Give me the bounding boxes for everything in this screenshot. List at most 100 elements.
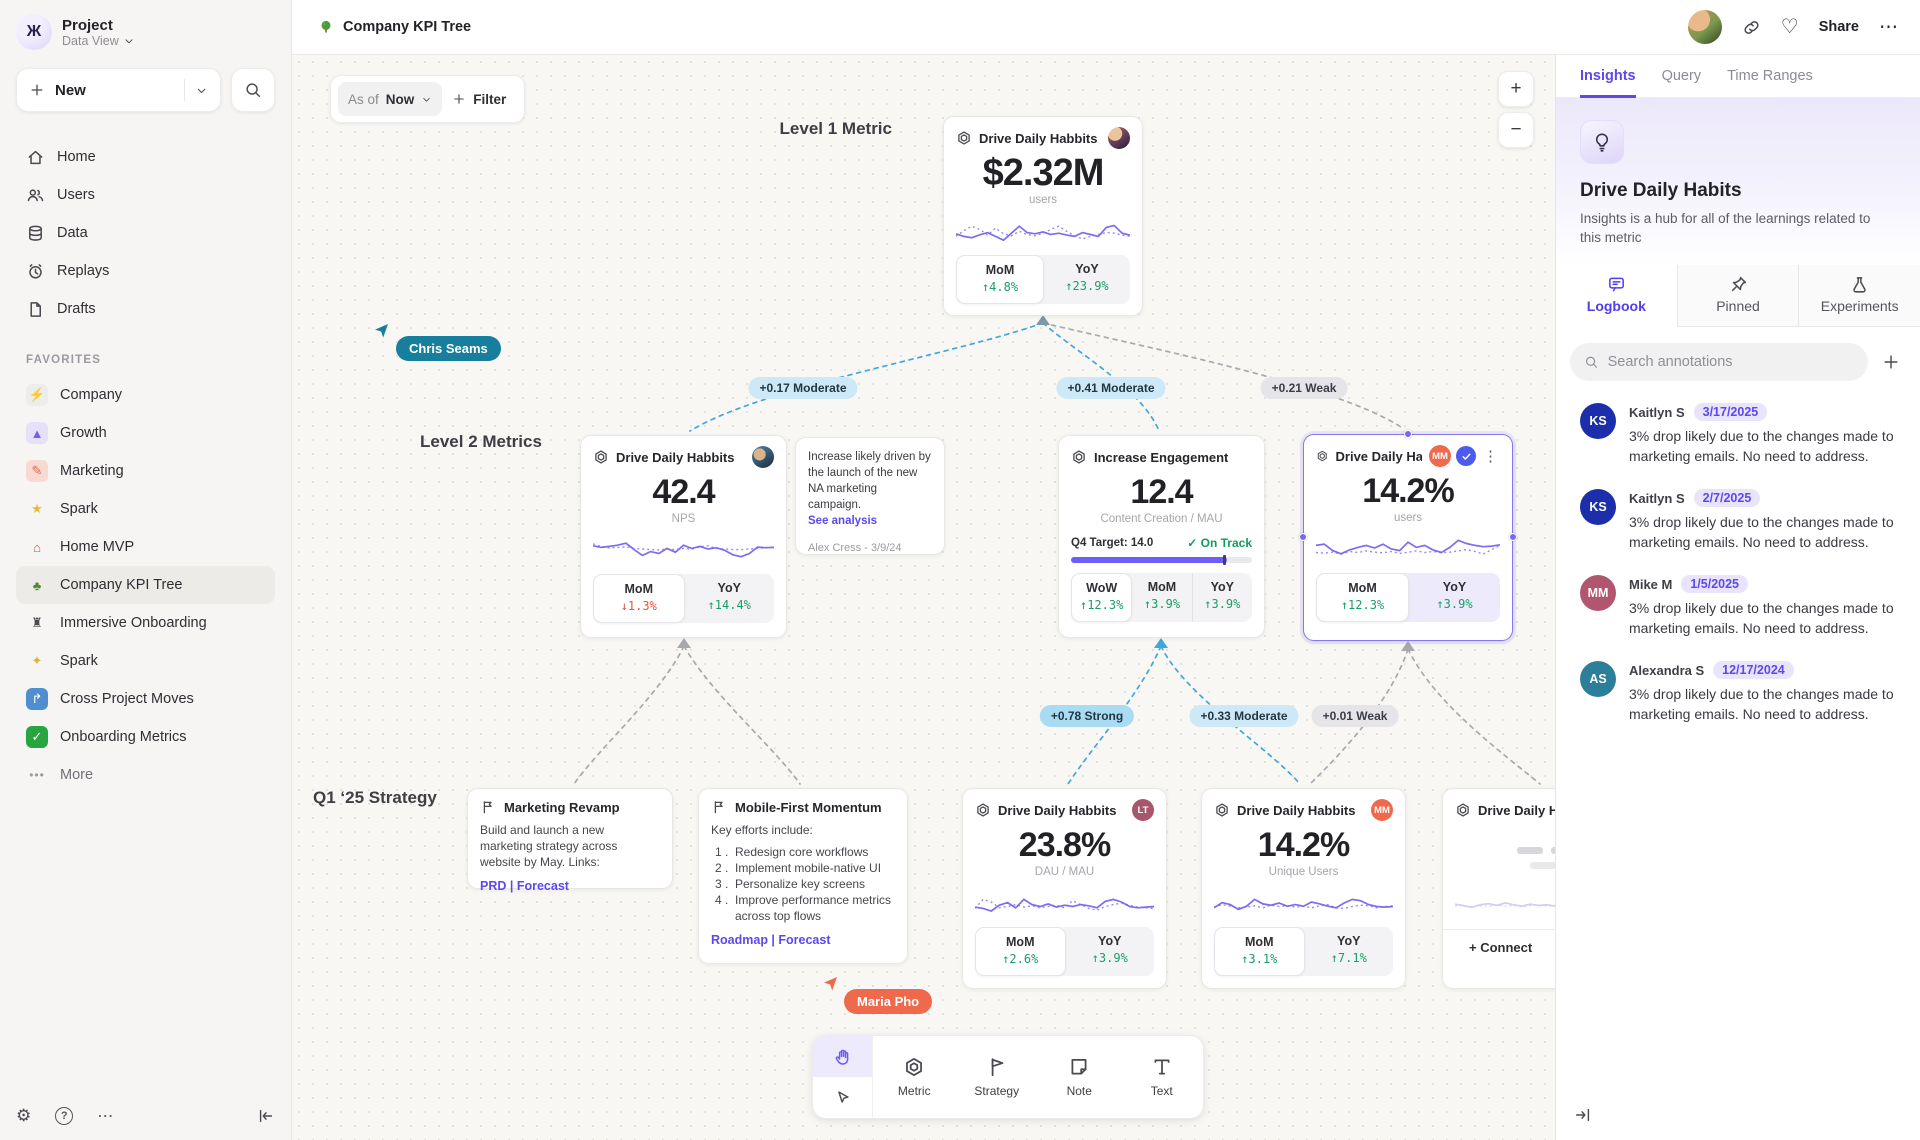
sidebar-item-immersive-onboarding[interactable]: ♜ Immersive Onboarding	[16, 604, 275, 642]
owner-badge[interactable]: LT	[1132, 799, 1154, 821]
lightning-icon: ⚡	[26, 384, 48, 406]
sidebar-item-home[interactable]: Home	[16, 138, 275, 176]
add-filter-button[interactable]: Filter	[448, 92, 510, 107]
sidebar-item-cross-project-moves[interactable]: ↱ Cross Project Moves	[16, 680, 275, 718]
strategy-links[interactable]: PRD | Forecast	[480, 879, 569, 893]
stat-yoy[interactable]: YoY ↑23.9%	[1065, 262, 1109, 293]
annotation-search-input[interactable]	[1607, 354, 1854, 370]
selection-handle[interactable]	[1509, 533, 1517, 541]
metric-card-nps[interactable]: Drive Daily Habbits 42.4 NPS MoM ↓1.3% Yo…	[580, 435, 787, 638]
connect-button[interactable]: + Connect	[1443, 929, 1555, 957]
note-tool[interactable]: Note	[1038, 1036, 1121, 1118]
owner-avatar[interactable]	[1108, 127, 1130, 149]
star-icon: ★	[31, 501, 43, 516]
as-of-dropdown[interactable]: As of Now	[338, 82, 443, 116]
chevron-down-icon[interactable]	[195, 84, 208, 97]
sidebar-item-onboarding-metrics[interactable]: ✓ Onboarding Metrics	[16, 718, 275, 756]
strategy-tool[interactable]: Strategy	[956, 1036, 1039, 1118]
more-options-icon[interactable]: ⋯	[97, 1108, 115, 1125]
owner-avatar[interactable]	[752, 446, 774, 468]
share-button[interactable]: Share	[1818, 19, 1859, 35]
metric-card-partial[interactable]: Drive Daily Habbits + Connect	[1442, 788, 1555, 989]
stat-yoy[interactable]: YoY ↑3.9%	[1191, 573, 1252, 622]
strategy-card-marketing-revamp[interactable]: Marketing Revamp Build and launch a new …	[467, 788, 673, 893]
annotation-item[interactable]: KS Kaitlyn S 3/17/2025 3% drop likely due…	[1580, 403, 1896, 466]
sidebar-item-home-mvp[interactable]: ⌂ Home MVP	[16, 528, 275, 566]
annotation-item[interactable]: MM Mike M 1/5/2025 3% drop likely due to …	[1580, 575, 1896, 638]
selection-handle[interactable]	[1404, 430, 1412, 438]
sidebar-item-data[interactable]: Data	[16, 214, 275, 252]
insights-panel: Insights Query Time Ranges Drive Daily H…	[1555, 55, 1920, 1140]
project-switcher[interactable]: Data View	[62, 34, 135, 48]
tab-pinned[interactable]: Pinned	[1676, 265, 1799, 327]
user-avatar[interactable]	[1687, 10, 1722, 44]
stat-yoy[interactable]: YoY ↑14.4%	[707, 581, 751, 612]
card-menu-icon[interactable]: ⋮	[1483, 448, 1498, 465]
annotation-search[interactable]	[1570, 343, 1868, 381]
stat-yoy[interactable]: YoY ↑3.9%	[1091, 934, 1128, 965]
hand-tool[interactable]	[813, 1036, 872, 1077]
add-annotation-icon[interactable]	[1882, 353, 1900, 371]
sidebar-item-more[interactable]: ••• More	[16, 756, 275, 794]
metric-card-dau[interactable]: Drive Daily Habbits LT 23.8% DAU / MAU M…	[962, 788, 1167, 989]
selection-handle[interactable]	[1299, 533, 1307, 541]
metric-card-unique-users[interactable]: Drive Daily Habbits MM 14.2% Unique User…	[1201, 788, 1406, 989]
annotation-item[interactable]: AS Alexandra S 12/17/2024 3% drop likely …	[1580, 661, 1896, 724]
search-button[interactable]	[231, 68, 275, 112]
stat-yoy[interactable]: YoY ↑3.9%	[1436, 580, 1473, 611]
stat-yoy[interactable]: YoY ↑7.1%	[1330, 934, 1367, 965]
metric-card-level1[interactable]: Drive Daily Habbits $2.32M users MoM ↑4.8…	[943, 116, 1143, 316]
zoom-out-button[interactable]: −	[1498, 112, 1534, 148]
help-icon[interactable]: ?	[55, 1107, 74, 1125]
tab-query[interactable]: Query	[1661, 68, 1702, 84]
date-badge: 3/17/2025	[1693, 403, 1768, 421]
link-icon[interactable]	[1742, 18, 1761, 37]
annotation-item[interactable]: KS Kaitlyn S 2/7/2025 3% drop likely due …	[1580, 489, 1896, 552]
favorite-heart-icon[interactable]: ♡	[1780, 16, 1799, 38]
strategy-card-mobile-first[interactable]: Mobile-First Momentum Key efforts includ…	[698, 788, 908, 964]
metric-card-engagement[interactable]: Increase Engagement 12.4 Content Creatio…	[1058, 435, 1265, 638]
gear-icon[interactable]: ⚙	[16, 1106, 32, 1125]
train-icon: ♜	[31, 615, 43, 630]
collapse-sidebar-icon[interactable]	[257, 1107, 275, 1125]
kpi-tree-canvas[interactable]: As of Now Filter + − Level 1 Metric Leve…	[292, 55, 1555, 1140]
stat-mom[interactable]: MoM ↑4.8%	[956, 255, 1044, 304]
collapse-panel-icon[interactable]	[1574, 1106, 1592, 1124]
sidebar-item-company[interactable]: ⚡ Company	[16, 376, 275, 414]
sidebar-item-spark-2[interactable]: ✦ Spark	[16, 642, 275, 680]
tab-experiments[interactable]: Experiments	[1798, 265, 1920, 327]
owner-badge[interactable]: MM	[1371, 799, 1393, 821]
stat-mom[interactable]: MoM ↑2.6%	[975, 927, 1066, 976]
sidebar-item-company-kpi-tree[interactable]: ♣ Company KPI Tree	[16, 566, 275, 604]
stat-mom[interactable]: MoM ↑3.1%	[1214, 927, 1305, 976]
sidebar-item-users[interactable]: Users	[16, 176, 275, 214]
sidebar-item-marketing[interactable]: ✎ Marketing	[16, 452, 275, 490]
sidebar-item-replays[interactable]: Replays	[16, 252, 275, 290]
file-icon	[30, 301, 42, 317]
stat-mom[interactable]: MoM ↑3.9%	[1143, 580, 1181, 611]
sidebar-item-drafts[interactable]: Drafts	[16, 290, 275, 328]
tab-logbook[interactable]: Logbook	[1556, 265, 1677, 327]
panel-tabs: Insights Query Time Ranges	[1556, 55, 1920, 98]
strategy-links[interactable]: Roadmap | Forecast	[711, 933, 831, 947]
text-tool[interactable]: Text	[1121, 1036, 1204, 1118]
metric-tool[interactable]: Metric	[873, 1036, 956, 1118]
overflow-menu-icon[interactable]: ⋯	[1879, 16, 1898, 38]
new-button[interactable]: New	[16, 68, 221, 112]
tab-insights[interactable]: Insights	[1580, 55, 1636, 98]
select-tool[interactable]	[813, 1077, 872, 1118]
sidebar-item-spark[interactable]: ★ Spark	[16, 490, 275, 528]
stat-mom[interactable]: MoM ↑12.3%	[1316, 573, 1409, 622]
sidebar-item-growth[interactable]: ▲ Growth	[16, 414, 275, 452]
tab-time-ranges[interactable]: Time Ranges	[1727, 68, 1813, 84]
note-card[interactable]: Increase likely driven by the launch of …	[795, 437, 945, 555]
text-icon	[1154, 1059, 1170, 1075]
metric-card-selected[interactable]: Drive Daily Habb.. MM ⋮ 14.2% users MoM↑…	[1303, 434, 1513, 641]
app-logo-icon[interactable]: Ж	[16, 14, 52, 50]
owner-badge[interactable]: MM	[1429, 445, 1451, 467]
zoom-in-button[interactable]: +	[1498, 71, 1534, 107]
stat-wow[interactable]: WoW ↑12.3%	[1071, 573, 1133, 622]
stat-mom[interactable]: MoM ↓1.3%	[593, 574, 685, 623]
see-analysis-link[interactable]: See analysis	[808, 515, 878, 527]
search-icon	[1585, 356, 1597, 368]
